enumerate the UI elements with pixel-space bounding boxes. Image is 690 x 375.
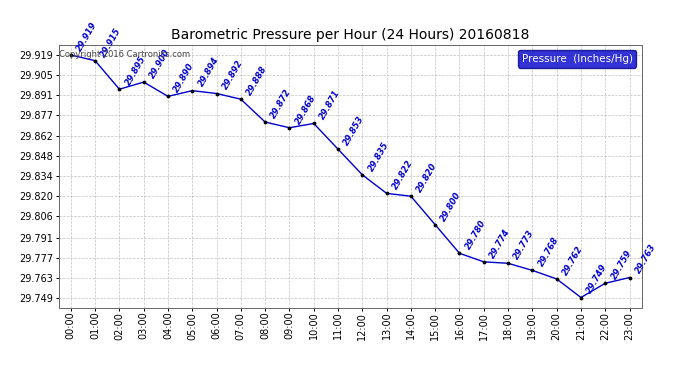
Text: 29.871: 29.871 bbox=[318, 88, 342, 121]
Text: 29.892: 29.892 bbox=[221, 59, 245, 92]
Text: 29.759: 29.759 bbox=[609, 248, 633, 281]
Text: 29.853: 29.853 bbox=[342, 114, 366, 147]
Text: 29.773: 29.773 bbox=[512, 228, 536, 261]
Text: 29.822: 29.822 bbox=[391, 159, 415, 191]
Text: 29.895: 29.895 bbox=[124, 54, 148, 87]
Text: 29.900: 29.900 bbox=[148, 47, 172, 80]
Text: 29.800: 29.800 bbox=[440, 190, 464, 223]
Text: 29.835: 29.835 bbox=[366, 140, 391, 172]
Text: 29.888: 29.888 bbox=[245, 64, 269, 97]
Title: Barometric Pressure per Hour (24 Hours) 20160818: Barometric Pressure per Hour (24 Hours) … bbox=[171, 28, 529, 42]
Text: 29.894: 29.894 bbox=[197, 56, 221, 88]
Text: Copyright 2016 Cartronics.com: Copyright 2016 Cartronics.com bbox=[59, 50, 190, 59]
Text: 29.749: 29.749 bbox=[585, 263, 609, 296]
Text: 29.872: 29.872 bbox=[269, 87, 293, 120]
Text: 29.820: 29.820 bbox=[415, 161, 439, 194]
Text: 29.780: 29.780 bbox=[464, 219, 488, 251]
Text: 29.774: 29.774 bbox=[488, 227, 512, 260]
Text: 29.890: 29.890 bbox=[172, 62, 196, 94]
Text: 29.762: 29.762 bbox=[561, 244, 585, 277]
Text: 29.763: 29.763 bbox=[633, 243, 658, 275]
Text: 29.915: 29.915 bbox=[99, 26, 124, 58]
Text: 29.768: 29.768 bbox=[537, 236, 560, 268]
Text: 29.868: 29.868 bbox=[294, 93, 317, 126]
Legend: Pressure  (Inches/Hg): Pressure (Inches/Hg) bbox=[518, 50, 636, 68]
Text: 29.919: 29.919 bbox=[75, 20, 99, 53]
